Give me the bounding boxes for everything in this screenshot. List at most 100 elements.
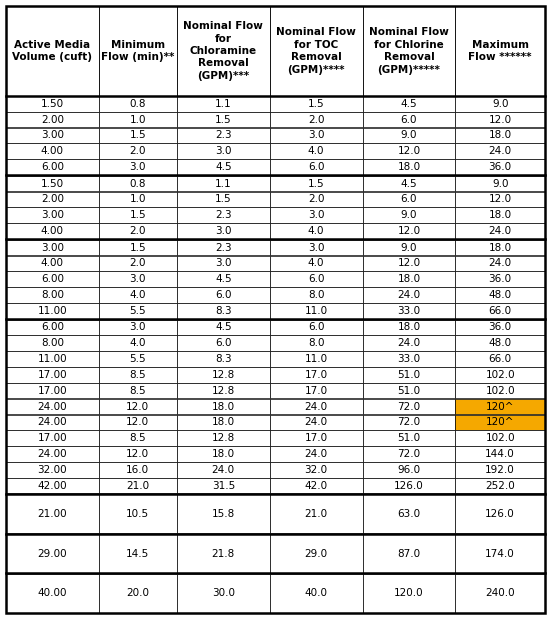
Bar bbox=[455, 159, 545, 175]
Text: 29.00: 29.00 bbox=[37, 548, 67, 558]
Text: 8.3: 8.3 bbox=[215, 306, 231, 316]
Bar bbox=[363, 478, 455, 493]
Text: 1.50: 1.50 bbox=[41, 99, 64, 109]
Bar bbox=[363, 128, 455, 143]
Bar bbox=[6, 495, 99, 533]
Text: 20.0: 20.0 bbox=[126, 588, 149, 598]
Bar bbox=[269, 96, 363, 111]
Text: 24.0: 24.0 bbox=[397, 338, 420, 348]
Text: 3.0: 3.0 bbox=[129, 322, 146, 332]
Text: 120^: 120^ bbox=[486, 401, 515, 411]
Text: 24.0: 24.0 bbox=[489, 226, 512, 236]
Bar bbox=[6, 240, 99, 255]
Text: 8.00: 8.00 bbox=[41, 338, 64, 348]
Bar bbox=[99, 367, 177, 382]
Text: 4.5: 4.5 bbox=[401, 178, 417, 188]
Text: 21.0: 21.0 bbox=[126, 481, 149, 491]
Bar bbox=[6, 223, 99, 239]
Bar bbox=[99, 207, 177, 223]
Text: 29.0: 29.0 bbox=[305, 548, 328, 558]
Bar bbox=[6, 303, 99, 319]
Bar bbox=[363, 303, 455, 319]
Text: 5.5: 5.5 bbox=[129, 306, 146, 316]
Text: 4.00: 4.00 bbox=[41, 146, 64, 156]
Text: 240.0: 240.0 bbox=[485, 588, 515, 598]
Bar bbox=[269, 383, 363, 398]
Text: 6.0: 6.0 bbox=[308, 162, 325, 172]
Text: 36.0: 36.0 bbox=[489, 274, 512, 284]
Bar bbox=[99, 320, 177, 335]
Text: 2.3: 2.3 bbox=[215, 242, 231, 252]
Bar bbox=[363, 320, 455, 335]
Text: 11.0: 11.0 bbox=[305, 354, 328, 364]
Text: 2.0: 2.0 bbox=[129, 226, 146, 236]
Text: 17.0: 17.0 bbox=[305, 386, 328, 396]
Text: 9.0: 9.0 bbox=[401, 210, 417, 220]
Text: 12.0: 12.0 bbox=[126, 449, 149, 459]
Bar bbox=[269, 495, 363, 533]
Bar bbox=[363, 207, 455, 223]
Bar bbox=[177, 128, 269, 143]
Bar bbox=[455, 495, 545, 533]
Text: 40.00: 40.00 bbox=[37, 588, 67, 598]
Bar bbox=[177, 399, 269, 414]
Text: 8.5: 8.5 bbox=[129, 370, 146, 380]
Text: 11.0: 11.0 bbox=[305, 306, 328, 316]
Text: 4.00: 4.00 bbox=[41, 259, 64, 269]
Bar bbox=[99, 240, 177, 255]
Text: 18.0: 18.0 bbox=[489, 130, 512, 140]
Text: Nominal Flow
for Chlorine
Removal
(GPM)*****: Nominal Flow for Chlorine Removal (GPM)*… bbox=[369, 28, 449, 74]
Text: 12.0: 12.0 bbox=[126, 401, 149, 411]
Bar bbox=[269, 534, 363, 573]
Bar bbox=[99, 574, 177, 613]
Bar bbox=[363, 367, 455, 382]
Text: 96.0: 96.0 bbox=[397, 464, 420, 475]
Bar bbox=[6, 255, 99, 271]
Bar bbox=[363, 240, 455, 255]
Bar bbox=[6, 176, 99, 192]
Bar bbox=[455, 478, 545, 493]
Bar bbox=[177, 320, 269, 335]
Text: 1.0: 1.0 bbox=[129, 195, 146, 205]
Bar bbox=[455, 240, 545, 255]
Bar bbox=[363, 336, 455, 351]
Text: 17.0: 17.0 bbox=[305, 433, 328, 443]
Bar bbox=[6, 574, 99, 613]
Text: 4.5: 4.5 bbox=[401, 99, 417, 109]
Text: 6.0: 6.0 bbox=[401, 115, 417, 125]
Text: 4.0: 4.0 bbox=[129, 290, 146, 300]
Bar bbox=[363, 446, 455, 462]
Bar bbox=[99, 143, 177, 159]
Bar bbox=[177, 240, 269, 255]
Bar bbox=[177, 272, 269, 287]
Text: 3.00: 3.00 bbox=[41, 210, 64, 220]
Bar bbox=[99, 287, 177, 303]
Bar bbox=[6, 143, 99, 159]
Text: 12.0: 12.0 bbox=[489, 115, 512, 125]
Text: 12.0: 12.0 bbox=[397, 146, 420, 156]
Text: 18.0: 18.0 bbox=[489, 242, 512, 252]
Bar bbox=[269, 112, 363, 127]
Bar bbox=[6, 462, 99, 478]
Bar bbox=[269, 272, 363, 287]
Text: 12.0: 12.0 bbox=[397, 259, 420, 269]
Text: Maximum
Flow ******: Maximum Flow ****** bbox=[468, 40, 532, 62]
Text: 2.00: 2.00 bbox=[41, 115, 64, 125]
Text: 51.0: 51.0 bbox=[397, 370, 420, 380]
Bar bbox=[269, 240, 363, 255]
Text: 24.0: 24.0 bbox=[305, 418, 328, 428]
Bar bbox=[177, 414, 269, 430]
Bar bbox=[455, 112, 545, 127]
Bar bbox=[455, 431, 545, 446]
Text: 9.0: 9.0 bbox=[401, 242, 417, 252]
Text: 2.0: 2.0 bbox=[129, 259, 146, 269]
Text: 32.0: 32.0 bbox=[305, 464, 328, 475]
Text: 11.00: 11.00 bbox=[37, 306, 67, 316]
Text: 3.00: 3.00 bbox=[41, 130, 64, 140]
Bar bbox=[455, 255, 545, 271]
Bar bbox=[99, 255, 177, 271]
Bar bbox=[363, 574, 455, 613]
Bar bbox=[99, 223, 177, 239]
Text: 126.0: 126.0 bbox=[485, 509, 515, 519]
Text: 42.00: 42.00 bbox=[37, 481, 67, 491]
